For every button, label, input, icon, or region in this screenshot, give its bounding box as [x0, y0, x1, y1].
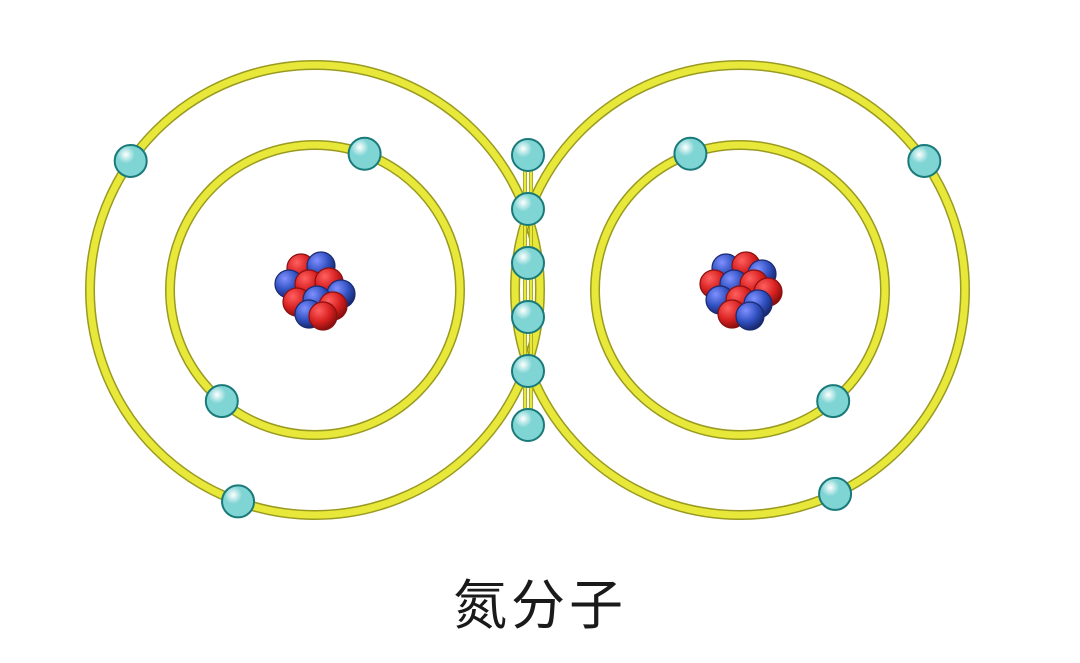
left-nucleus-particle-10: [309, 302, 337, 330]
right-outer-electron-1: [819, 478, 851, 510]
left-outer-electron-0: [115, 145, 147, 177]
left-nucleus: [275, 252, 355, 330]
shared-electron-5: [512, 409, 544, 441]
nitrogen-molecule-diagram: [0, 0, 1080, 658]
left-outer-electron-1: [222, 485, 254, 517]
shared-electron-2: [512, 247, 544, 279]
right-inner-electron-1: [817, 385, 849, 417]
diagram-svg: [0, 0, 1080, 658]
diagram-caption: 氮分子: [453, 561, 627, 640]
shared-electron-3: [512, 301, 544, 333]
right-outer-electron-0: [908, 145, 940, 177]
right-inner-electron-0: [674, 138, 706, 170]
shared-electron-1: [512, 193, 544, 225]
shared-electron-0: [512, 139, 544, 171]
left-inner-electron-0: [349, 138, 381, 170]
left-inner-electron-1: [206, 385, 238, 417]
shared-electron-4: [512, 355, 544, 387]
right-nucleus: [700, 252, 782, 330]
right-nucleus-particle-11: [736, 302, 764, 330]
